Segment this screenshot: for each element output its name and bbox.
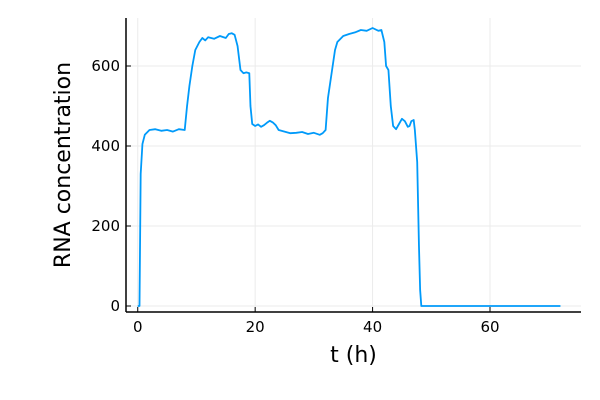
plot-area — [137, 27, 561, 307]
y-tick-label: 400 — [91, 137, 120, 155]
x-tick-label: 20 — [246, 318, 265, 336]
x-axis-title: t (h) — [330, 343, 377, 368]
series-line — [137, 27, 561, 307]
grid — [126, 18, 581, 312]
x-tick-label: 40 — [363, 318, 382, 336]
y-tick-label: 600 — [91, 57, 120, 75]
x-tick-label: 0 — [133, 318, 143, 336]
x-tick-label: 60 — [480, 318, 499, 336]
y-tick-label: 200 — [91, 217, 120, 235]
y-axis-title: RNA concentration — [51, 62, 76, 268]
y-tick-label: 0 — [110, 297, 120, 315]
